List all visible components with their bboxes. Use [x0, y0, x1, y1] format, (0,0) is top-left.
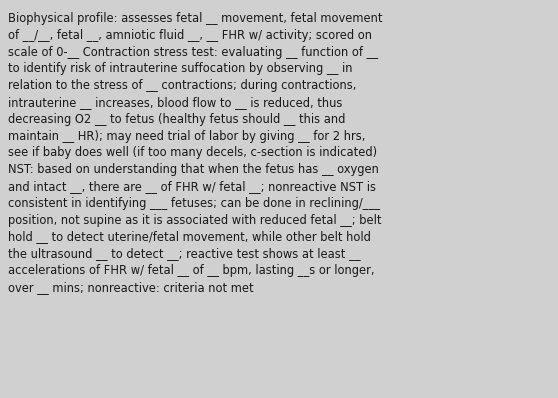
Text: Biophysical profile: assesses fetal __ movement, fetal movement
of __/__, fetal : Biophysical profile: assesses fetal __ m… — [8, 12, 382, 294]
